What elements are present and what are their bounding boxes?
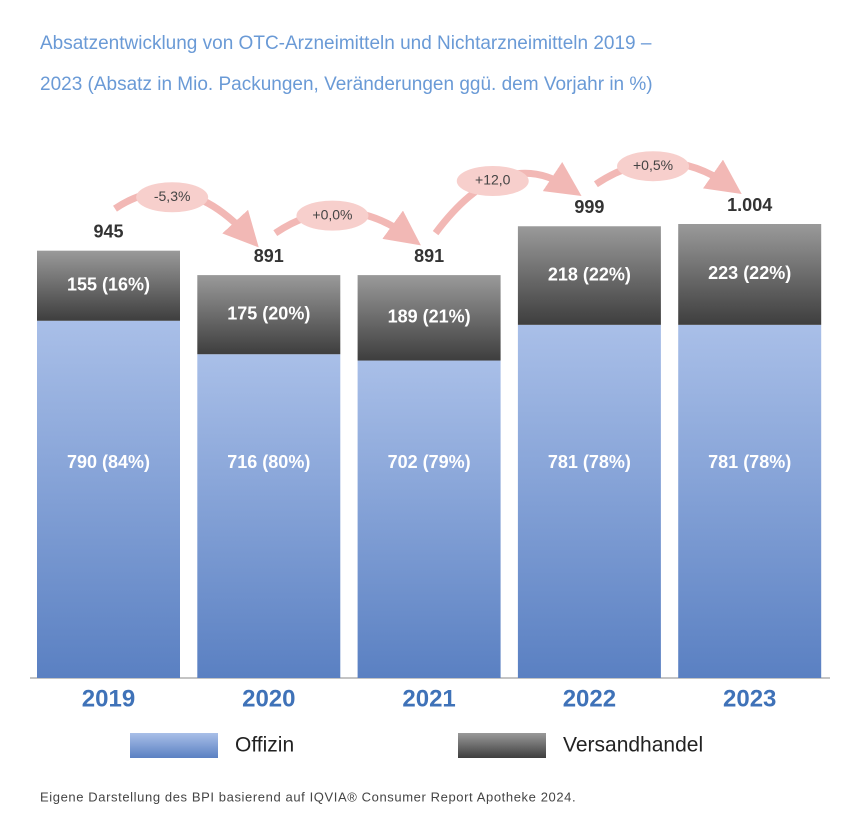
x-tick-label: 2023 xyxy=(723,685,776,712)
segment-label: 702 (79%) xyxy=(388,452,471,472)
x-tick-label: 2021 xyxy=(402,685,455,712)
change-bubble xyxy=(296,200,369,231)
total-label: 1.004 xyxy=(727,195,772,215)
segment-label: 716 (80%) xyxy=(227,452,310,472)
change-label: +0,5% xyxy=(633,157,673,173)
segment-label: 781 (78%) xyxy=(708,452,791,472)
total-label: 891 xyxy=(254,246,284,266)
bar-segment xyxy=(197,354,341,678)
segment-label: 175 (20%) xyxy=(227,303,310,323)
segment-label: 781 (78%) xyxy=(548,452,631,472)
segment-label: 189 (21%) xyxy=(388,307,471,327)
legend-swatch xyxy=(458,733,546,758)
bar-segment xyxy=(197,275,341,355)
bar-segment xyxy=(357,275,501,361)
bar-segment xyxy=(357,360,501,678)
x-tick-label: 2022 xyxy=(563,685,616,712)
change-bubble xyxy=(136,182,209,213)
total-label: 891 xyxy=(414,246,444,266)
legend-swatch xyxy=(130,733,218,758)
change-label: -5,3% xyxy=(154,188,191,204)
segment-label: 155 (16%) xyxy=(67,274,150,294)
total-label: 945 xyxy=(93,221,123,241)
bar-segment xyxy=(37,320,180,678)
segment-label: 223 (22%) xyxy=(708,263,791,283)
change-bubble xyxy=(617,151,690,182)
bar-segment xyxy=(678,324,822,678)
x-tick-label: 2020 xyxy=(242,685,295,712)
x-tick-label: 2019 xyxy=(82,685,135,712)
segment-label: 790 (84%) xyxy=(67,452,150,472)
bar-segment xyxy=(517,226,661,325)
total-label: 999 xyxy=(574,197,604,217)
chart-title: 2023 (Absatz in Mio. Packungen, Veränder… xyxy=(40,74,653,95)
chart-title: Absatzentwicklung von OTC-Arzneimitteln … xyxy=(40,33,652,54)
bar-segment xyxy=(517,324,661,678)
change-label: +0,0% xyxy=(312,206,352,222)
segment-label: 218 (22%) xyxy=(548,264,631,284)
change-label: +12,0 xyxy=(475,172,511,188)
change-bubble xyxy=(456,165,529,196)
legend-label: Versandhandel xyxy=(563,734,703,757)
bar-segment xyxy=(678,224,822,325)
legend-label: Offizin xyxy=(235,734,294,757)
bar-segment xyxy=(37,250,180,321)
source-note: Eigene Darstellung des BPI basierend auf… xyxy=(40,789,576,804)
